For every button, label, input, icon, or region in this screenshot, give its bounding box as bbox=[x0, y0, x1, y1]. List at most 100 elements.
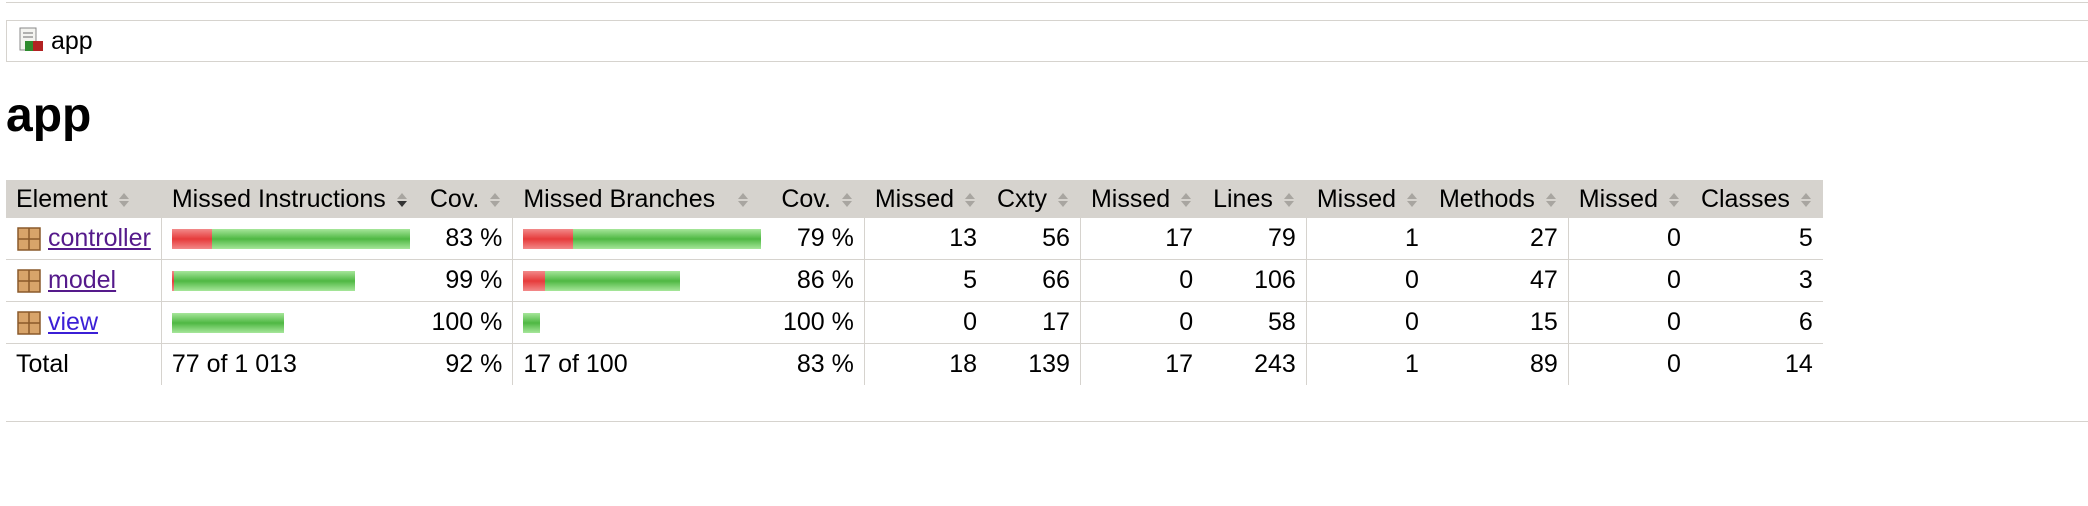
col-header-lines[interactable]: Lines bbox=[1203, 180, 1307, 218]
col-header-missed-branches[interactable]: Missed Branches bbox=[512, 180, 772, 218]
sort-icon bbox=[841, 192, 852, 207]
report-icon bbox=[19, 27, 43, 51]
col-header-methods[interactable]: Methods bbox=[1428, 180, 1569, 218]
instructions-bar-cell bbox=[160, 301, 420, 344]
instructions-coverage-bar-covered bbox=[173, 271, 355, 292]
total-missed-lines: 17 bbox=[1079, 343, 1204, 385]
branches-bar-cell bbox=[512, 259, 772, 302]
total-missed-classes: 0 bbox=[1567, 343, 1691, 385]
total-missed-cxty: 18 bbox=[863, 343, 987, 385]
methods: 15 bbox=[1428, 301, 1569, 344]
classes: 5 bbox=[1690, 218, 1823, 260]
package-icon bbox=[17, 268, 41, 293]
instructions-coverage-bar-missed bbox=[171, 271, 174, 292]
element-link[interactable]: controller bbox=[48, 224, 151, 252]
col-header-branch-cov[interactable]: Cov. bbox=[771, 180, 865, 218]
branches-bar-cell bbox=[512, 301, 772, 344]
element-link[interactable]: model bbox=[48, 266, 117, 294]
top-divider bbox=[6, 2, 2088, 3]
methods: 47 bbox=[1428, 259, 1569, 302]
missed-methods: 0 bbox=[1305, 259, 1429, 302]
total-lines: 243 bbox=[1254, 350, 1296, 378]
total-branch-cov: 83 % bbox=[796, 350, 854, 378]
total-instructions: 77 of 1 013 bbox=[160, 343, 420, 385]
element-cell: model bbox=[6, 259, 162, 302]
coverage-table: Element Missed Instructions Cov. Missed … bbox=[6, 180, 1823, 385]
cxty: 66 bbox=[987, 259, 1081, 302]
col-header-missed-methods[interactable]: Missed bbox=[1305, 180, 1429, 218]
branch-cov: 100 % bbox=[771, 301, 865, 344]
total-label: Total bbox=[16, 350, 69, 378]
branches-coverage-bar bbox=[523, 271, 681, 292]
col-header-missed-cxty[interactable]: Missed bbox=[863, 180, 987, 218]
missed-lines: 0 bbox=[1079, 301, 1204, 344]
missed-classes: 0 bbox=[1567, 218, 1691, 260]
instructions-coverage-bar-missed bbox=[171, 229, 212, 250]
instr-cov: 83 % bbox=[419, 218, 513, 260]
col-header-cxty[interactable]: Cxty bbox=[987, 180, 1081, 218]
missed-methods: 0 bbox=[1305, 301, 1429, 344]
instr-cov: 100 % bbox=[419, 301, 513, 344]
instr-cov: 99 % bbox=[419, 259, 513, 302]
table-row: model 99 % 86 % 5 66 0 106 0 47 0 3 bbox=[6, 259, 1823, 302]
missed-classes: 0 bbox=[1567, 259, 1691, 302]
total-branches: 17 of 100 bbox=[512, 343, 772, 385]
sort-descending-icon bbox=[396, 192, 407, 207]
col-header-missed-lines[interactable]: Missed bbox=[1079, 180, 1204, 218]
col-header-instr-cov[interactable]: Cov. bbox=[419, 180, 513, 218]
branches-bar-cell bbox=[512, 218, 772, 260]
total-row: Total 77 of 1 013 92 % 17 of 100 83 % 18… bbox=[6, 343, 1823, 385]
sort-icon bbox=[490, 192, 501, 207]
sort-icon bbox=[1800, 192, 1811, 207]
package-icon bbox=[17, 310, 41, 335]
breadcrumb: app bbox=[6, 20, 2088, 62]
missed-lines: 17 bbox=[1079, 218, 1204, 260]
sort-icon bbox=[118, 192, 129, 207]
sort-icon bbox=[1057, 192, 1068, 207]
sort-icon bbox=[738, 192, 749, 207]
col-header-missed-instructions[interactable]: Missed Instructions bbox=[160, 180, 420, 218]
classes: 3 bbox=[1690, 259, 1823, 302]
branches-coverage-bar bbox=[523, 313, 541, 334]
branches-coverage-bar-missed bbox=[523, 271, 546, 292]
branch-cov: 86 % bbox=[771, 259, 865, 302]
instructions-coverage-bar bbox=[171, 229, 410, 250]
sort-icon bbox=[1545, 192, 1556, 207]
col-header-element[interactable]: Element bbox=[6, 180, 162, 218]
classes: 6 bbox=[1690, 301, 1823, 344]
total-methods: 89 bbox=[1529, 350, 1558, 378]
cxty: 17 bbox=[987, 301, 1081, 344]
instructions-coverage-bar-covered bbox=[171, 313, 284, 334]
missed-cxty: 13 bbox=[863, 218, 987, 260]
branches-coverage-bar-covered bbox=[545, 271, 681, 292]
missed-cxty: 0 bbox=[863, 301, 987, 344]
instructions-coverage-bar bbox=[171, 271, 355, 292]
table-header-row: Element Missed Instructions Cov. Missed … bbox=[6, 180, 1823, 218]
instructions-coverage-bar bbox=[171, 313, 284, 334]
missed-methods: 1 bbox=[1305, 218, 1429, 260]
branches-coverage-bar bbox=[523, 229, 762, 250]
instructions-coverage-bar-covered bbox=[211, 229, 410, 250]
missed-lines: 0 bbox=[1079, 259, 1204, 302]
sort-icon bbox=[1668, 192, 1679, 207]
lines: 58 bbox=[1203, 301, 1307, 344]
branches-coverage-bar-covered bbox=[573, 229, 762, 250]
element-cell: view bbox=[6, 301, 162, 344]
col-header-missed-classes[interactable]: Missed bbox=[1567, 180, 1691, 218]
lines: 106 bbox=[1203, 259, 1307, 302]
instructions-bar-cell bbox=[160, 218, 420, 260]
branches-coverage-bar-covered bbox=[523, 313, 541, 334]
table-row: controller 83 % 79 % 13 56 17 79 1 27 0 5 bbox=[6, 218, 1823, 260]
total-instr-cov: 92 % bbox=[445, 350, 503, 378]
col-header-classes[interactable]: Classes bbox=[1690, 180, 1823, 218]
sort-icon bbox=[1283, 192, 1294, 207]
breadcrumb-label: app bbox=[51, 26, 93, 55]
table-row: view 100 % 100 % 0 17 0 58 0 15 0 6 bbox=[6, 301, 1823, 344]
branches-coverage-bar-missed bbox=[523, 229, 574, 250]
total-classes: 14 bbox=[1785, 350, 1813, 378]
element-link[interactable]: view bbox=[48, 308, 99, 336]
total-missed-methods: 1 bbox=[1305, 343, 1429, 385]
sort-icon bbox=[965, 192, 975, 207]
bottom-divider bbox=[6, 421, 2088, 422]
cxty: 56 bbox=[987, 218, 1081, 260]
